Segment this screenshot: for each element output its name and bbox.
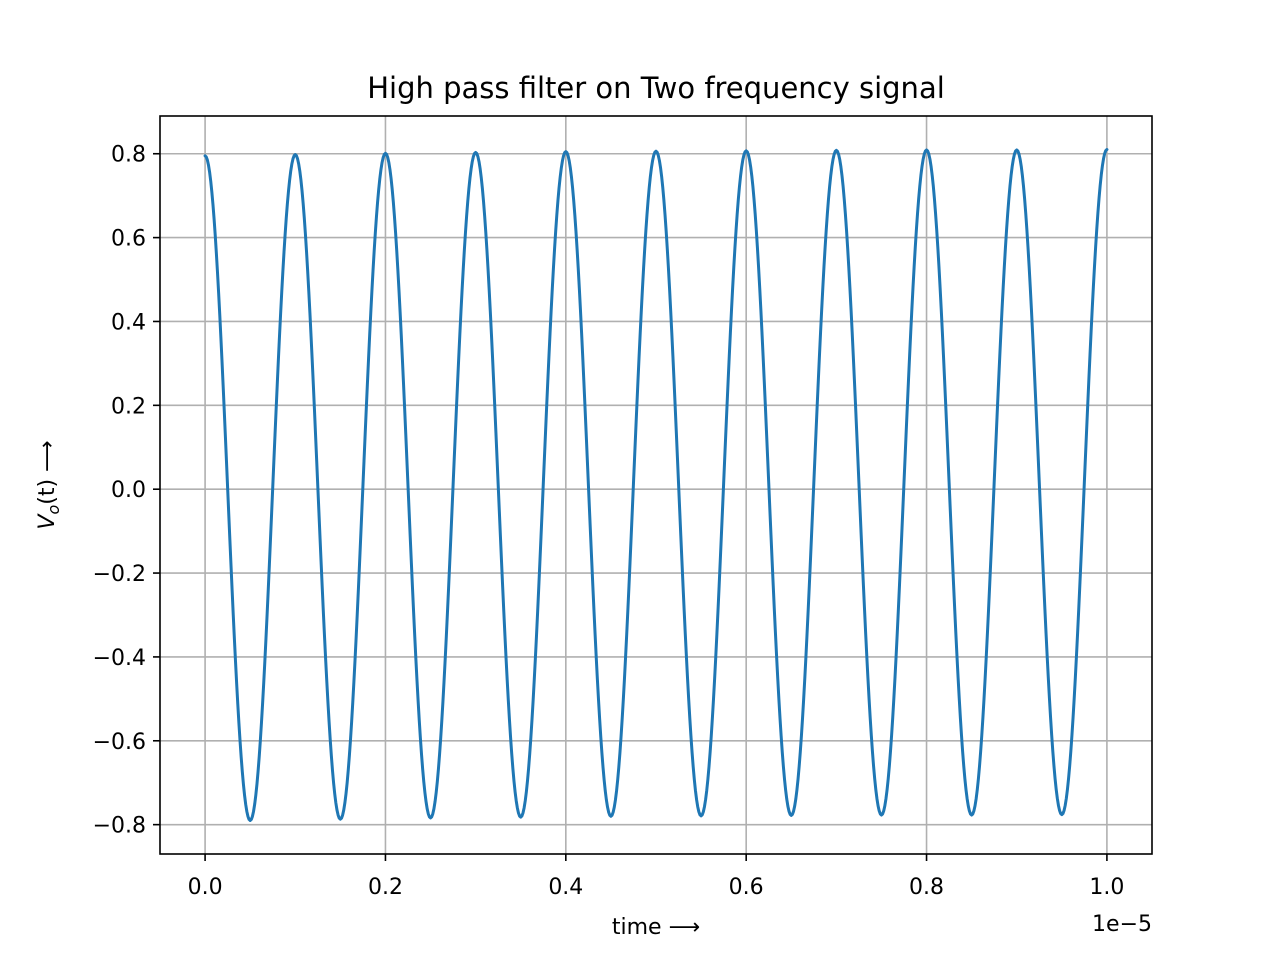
y-axis-label: Vo(t) ⟶ xyxy=(35,440,63,529)
y-axis: −0.8 −0.6 −0.4 −0.2 0.0 0.2 0.4 0.6 0.8 xyxy=(93,143,160,839)
y-tick-label: −0.2 xyxy=(93,562,146,587)
x-tick-label: 0.2 xyxy=(368,875,403,900)
y-axis-label-rest: (t) ⟶ xyxy=(35,440,60,504)
x-tick-label: 0.0 xyxy=(188,875,223,900)
y-tick-label: 0.0 xyxy=(111,478,146,503)
series-line xyxy=(203,148,1109,822)
y-tick-label: 0.8 xyxy=(111,143,146,168)
y-tick-label: −0.4 xyxy=(93,646,146,671)
series-layer xyxy=(203,148,1109,822)
x-axis: 0.0 0.2 0.4 0.6 0.8 1.0 xyxy=(188,854,1124,900)
plot-frame xyxy=(159,115,1153,855)
x-tick-label: 1.0 xyxy=(1089,875,1124,900)
x-tick-label: 0.4 xyxy=(548,875,583,900)
x-tick-label: 0.6 xyxy=(729,875,764,900)
y-tick-label: 0.2 xyxy=(111,394,146,419)
y-tick-label: 0.4 xyxy=(111,310,146,335)
chart-title: High pass filter on Two frequency signal xyxy=(367,71,945,105)
y-axis-label-subscript: o xyxy=(44,505,63,515)
grid xyxy=(160,116,1152,854)
x-tick-label: 0.8 xyxy=(909,875,944,900)
x-offset-label: 1e−5 xyxy=(1092,912,1152,937)
y-tick-label: −0.6 xyxy=(93,730,146,755)
y-tick-label: 0.6 xyxy=(111,227,146,252)
y-axis-label-base: V xyxy=(35,513,60,530)
y-tick-label: −0.8 xyxy=(93,814,146,839)
x-axis-label: time ⟶ xyxy=(612,915,700,940)
